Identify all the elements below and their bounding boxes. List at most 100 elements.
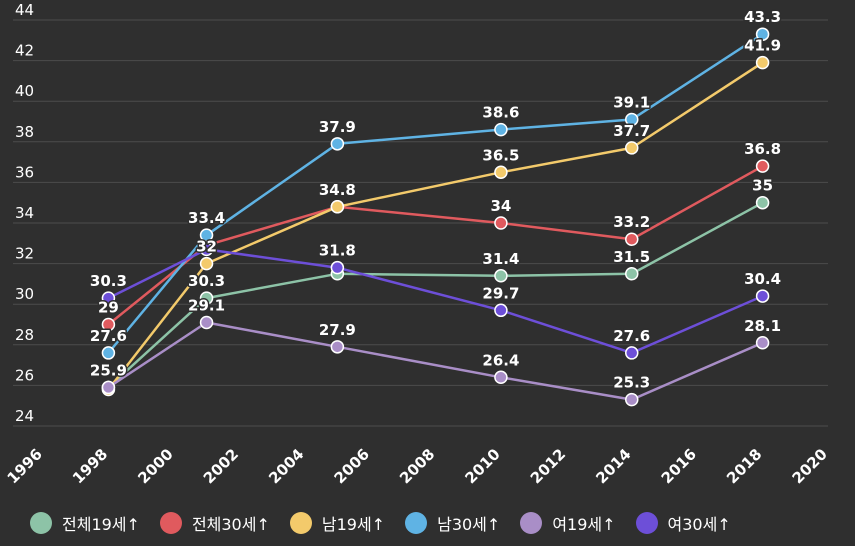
x-tick-label: 2010 [461,445,503,487]
legend-swatch [289,512,312,534]
x-tick-label: 2012 [527,445,569,487]
x-tick-label: 1998 [69,445,111,487]
data-label: 30.4 [744,270,781,288]
legend-label: 남19세↑ [321,515,386,534]
legend-label: 남30세↑ [437,515,501,534]
data-label: 33.2 [613,213,650,231]
data-label: 39.1 [613,93,650,111]
y-tick-label: 38 [15,123,34,141]
series-lines [107,33,764,401]
legend-label: 여30세↑ [667,515,731,534]
data-label: 29.1 [188,296,225,314]
y-tick-label: 24 [15,407,34,425]
x-tick-label: 2002 [200,445,242,487]
data-label: 38.6 [482,104,519,122]
y-tick-label: 42 [15,42,34,60]
data-point[interactable] [330,260,345,275]
y-tick-label: 30 [15,285,34,303]
legend-label: 여19세↑ [552,515,616,534]
data-label: 25.3 [613,374,650,392]
legend-label: 전체30세↑ [191,515,270,534]
data-point[interactable] [755,159,770,173]
data-point[interactable] [101,291,116,305]
legend-swatch [635,512,658,534]
data-label: 27.6 [613,327,650,345]
data-point[interactable] [330,137,345,151]
series-line-5 [107,248,764,355]
legend-item[interactable]: 전체30세↑ [159,511,270,535]
legend-item[interactable]: 남19세↑ [289,511,386,535]
data-label: 29 [98,299,119,317]
legend-item[interactable]: 남30세↑ [405,511,500,535]
data-point[interactable] [330,200,345,214]
series-line-0 [107,201,764,389]
legend-item[interactable]: 전체19세↑ [30,511,140,535]
data-point[interactable] [199,228,214,242]
data-label: 31.5 [613,248,650,266]
data-point[interactable] [199,256,214,271]
y-tick-label: 36 [15,163,34,181]
legend-swatch [159,512,182,534]
data-label: 27.9 [319,321,356,339]
legend-item[interactable]: 여30세↑ [635,511,731,535]
data-label: 36.8 [744,140,781,158]
data-point[interactable] [494,165,508,179]
data-label: 37.7 [613,122,650,140]
legend-swatch [520,512,543,534]
y-tick-label: 40 [15,82,34,100]
x-tick-label: 2008 [396,445,438,487]
x-tick-label: 2006 [331,445,373,487]
data-point[interactable] [755,336,770,350]
data-point[interactable] [755,289,770,303]
data-label: 36.5 [482,146,519,164]
data-point[interactable] [330,340,345,354]
x-tick-label: 2020 [789,445,831,487]
y-tick-label: 44 [15,1,34,19]
data-point[interactable] [625,392,639,407]
data-point[interactable] [494,303,508,318]
data-point[interactable] [625,232,639,246]
data-label: 32 [196,238,217,256]
data-point[interactable] [625,112,639,127]
data-point[interactable] [101,346,116,360]
x-tick-label: 2004 [265,445,307,487]
data-point[interactable] [755,195,770,210]
x-tick-label: 1996 [4,445,46,487]
x-tick-label: 2000 [134,445,176,487]
series-line-2 [107,61,764,391]
data-point[interactable] [755,55,770,70]
data-point[interactable] [199,242,214,257]
data-point[interactable] [755,27,770,41]
data-point[interactable] [101,317,116,332]
data-point[interactable] [494,370,508,385]
data-label: 26.4 [482,351,519,369]
x-tick-label: 2018 [723,445,765,487]
data-point[interactable] [494,269,508,283]
data-labels: 30.3 31.4 31.5 35 29 34 33.2 36.8 32 34.8 36.5 37.7… [88,7,782,393]
x-tick-label: 2014 [592,445,634,487]
series-line-4 [107,321,764,401]
x-tick-label: 2016 [658,445,700,487]
data-point[interactable] [199,315,214,330]
y-tick-label: 32 [15,245,34,263]
data-label: 31.4 [482,250,519,268]
data-point[interactable] [494,216,508,230]
data-label: 29.7 [482,284,519,302]
data-label: 27.6 [90,327,127,345]
data-point[interactable] [625,346,639,360]
data-point[interactable] [199,291,214,305]
data-label: 31.8 [319,242,356,260]
data-label: 33.4 [188,209,225,227]
legend-item[interactable]: 여19세↑ [520,511,616,535]
y-tick-label: 26 [15,366,34,384]
data-label: 28.1 [744,317,781,335]
data-label: 35 [752,177,773,195]
data-point[interactable] [101,380,116,395]
legend-swatch [30,512,52,534]
data-point[interactable] [625,267,639,281]
legend-swatch [405,512,428,534]
line-chart: 24 26 28 30 32 34 36 38 40 42 44 1996 1998 2000 2002 2… [4,1,831,487]
grid-lines [13,19,828,427]
data-point[interactable] [494,122,508,137]
data-point[interactable] [625,141,639,155]
